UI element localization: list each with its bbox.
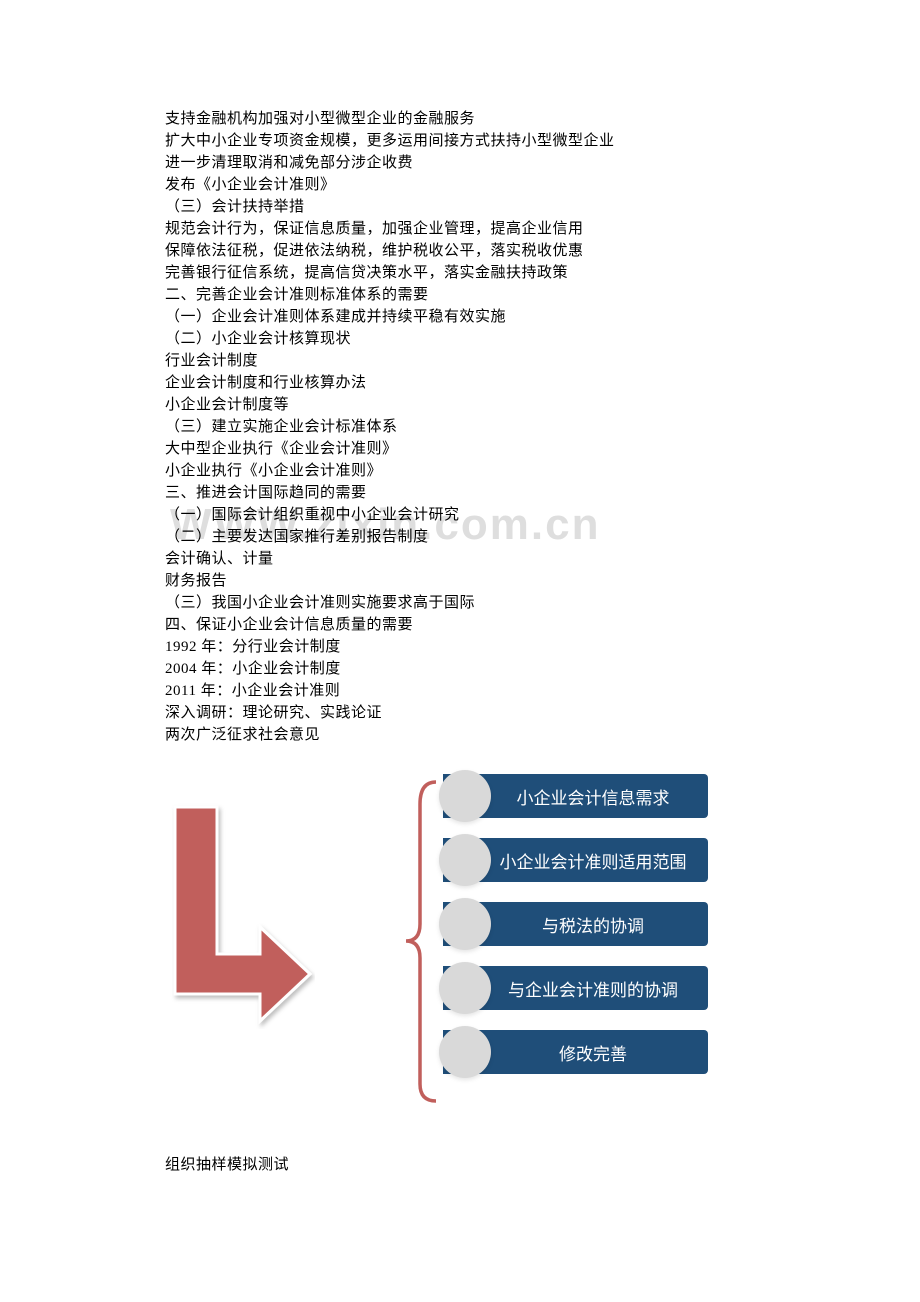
l-arrow-icon	[165, 799, 315, 1034]
pill-circle-icon	[439, 1026, 491, 1078]
body-line: （二）主要发达国家推行差别报告制度	[165, 526, 755, 548]
body-line: 支持金融机构加强对小型微型企业的金融服务	[165, 108, 755, 130]
body-line: 三、推进会计国际趋同的需要	[165, 482, 755, 504]
body-line: （三）会计扶持举措	[165, 196, 755, 218]
pill-item: 与税法的协调	[443, 902, 708, 946]
body-line: 保障依法征税，促进依法纳税，维护税收公平，落实税收优惠	[165, 240, 755, 262]
body-line: 大中型企业执行《企业会计准则》	[165, 438, 755, 460]
body-line: 组织抽样模拟测试	[165, 1154, 755, 1176]
body-line: 规范会计行为，保证信息质量，加强企业管理，提高企业信用	[165, 218, 755, 240]
body-line: 2004 年：小企业会计制度	[165, 658, 755, 680]
body-line: （二）小企业会计核算现状	[165, 328, 755, 350]
body-line: 行业会计制度	[165, 350, 755, 372]
body-line: 企业会计制度和行业核算办法	[165, 372, 755, 394]
pill-circle-icon	[439, 962, 491, 1014]
body-line: 发布《小企业会计准则》	[165, 174, 755, 196]
body-line: 二、完善企业会计准则标准体系的需要	[165, 284, 755, 306]
body-line: 四、保证小企业会计信息质量的需要	[165, 614, 755, 636]
flow-diagram: 小企业会计信息需求 小企业会计准则适用范围 与税法的协调 与企业会计准则的协调 …	[165, 774, 755, 1144]
pill-circle-icon	[439, 834, 491, 886]
body-line: 财务报告	[165, 570, 755, 592]
body-line: 1992 年：分行业会计制度	[165, 636, 755, 658]
pill-item: 与企业会计准则的协调	[443, 966, 708, 1010]
body-line: 小企业会计制度等	[165, 394, 755, 416]
pill-item: 小企业会计准则适用范围	[443, 838, 708, 882]
bracket-icon	[402, 774, 438, 1114]
body-line: （三）我国小企业会计准则实施要求高于国际	[165, 592, 755, 614]
body-line: 2011 年：小企业会计准则	[165, 680, 755, 702]
body-line: （一）国际会计组织重视中小企业会计研究	[165, 504, 755, 526]
body-line: 会计确认、计量	[165, 548, 755, 570]
body-line: 进一步清理取消和减免部分涉企收费	[165, 152, 755, 174]
body-line: （一）企业会计准则体系建成并持续平稳有效实施	[165, 306, 755, 328]
pill-item: 修改完善	[443, 1030, 708, 1074]
body-line: 扩大中小企业专项资金规模，更多运用间接方式扶持小型微型企业	[165, 130, 755, 152]
pill-item: 小企业会计信息需求	[443, 774, 708, 818]
body-line: 小企业执行《小企业会计准则》	[165, 460, 755, 482]
body-line: （三）建立实施企业会计标准体系	[165, 416, 755, 438]
pill-circle-icon	[439, 898, 491, 950]
body-line: 两次广泛征求社会意见	[165, 724, 755, 746]
body-line: 完善银行征信系统，提高信贷决策水平，落实金融扶持政策	[165, 262, 755, 284]
pill-circle-icon	[439, 770, 491, 822]
pills-list: 小企业会计信息需求 小企业会计准则适用范围 与税法的协调 与企业会计准则的协调 …	[443, 774, 708, 1094]
document-content: 支持金融机构加强对小型微型企业的金融服务 扩大中小企业专项资金规模，更多运用间接…	[165, 108, 755, 1176]
body-line: 深入调研：理论研究、实践论证	[165, 702, 755, 724]
